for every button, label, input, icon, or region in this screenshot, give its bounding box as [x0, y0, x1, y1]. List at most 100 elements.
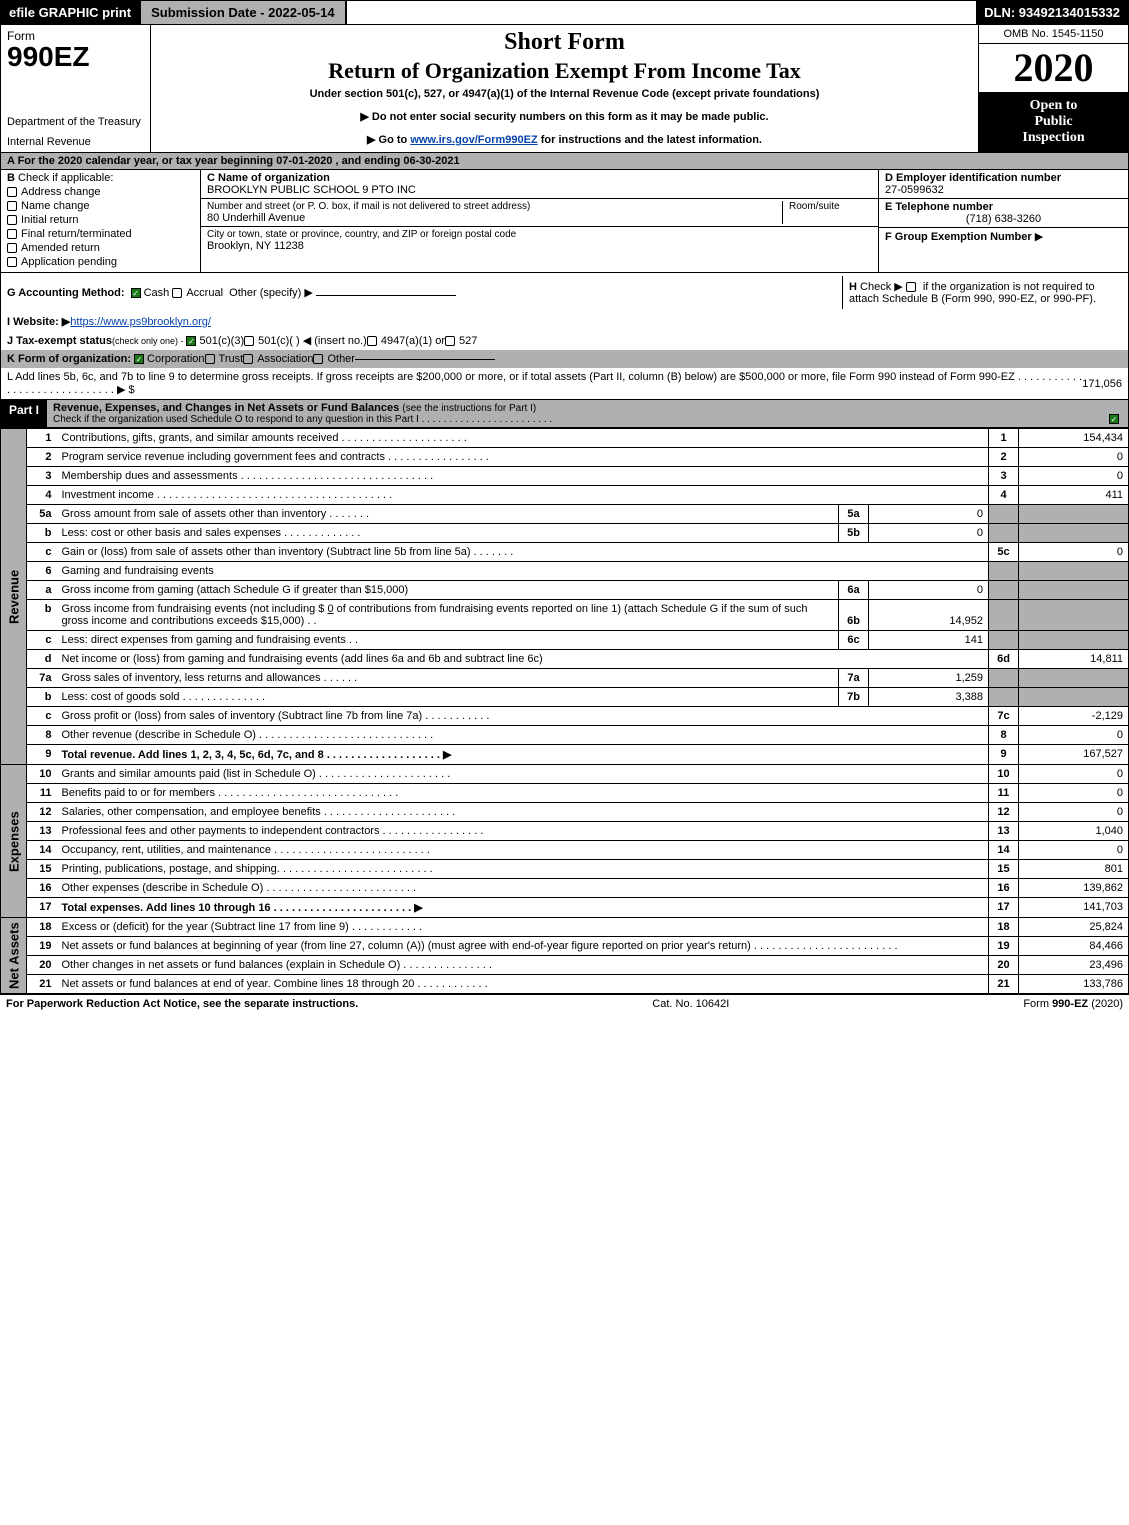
table-row: b Less: cost of goods sold . . . . . . .… [1, 688, 1129, 707]
checkbox-icon[interactable] [906, 282, 916, 292]
omb-number: OMB No. 1545-1150 [979, 25, 1128, 44]
check-if-label: Check if applicable: [18, 172, 113, 184]
line-desc: Other changes in net assets or fund bala… [57, 956, 989, 975]
expenses-side-label: Expenses [1, 765, 27, 918]
address-row: Number and street (or P. O. box, if mail… [201, 199, 878, 227]
g-other: Other (specify) ▶ [229, 287, 313, 299]
street-address: 80 Underhill Avenue [207, 212, 782, 224]
city-label: City or town, state or province, country… [207, 229, 872, 240]
line-num: 15 [27, 860, 57, 879]
checkbox-icon[interactable] [205, 354, 215, 364]
sub-ref: 6a [839, 581, 869, 600]
line-val: 141,703 [1019, 898, 1129, 918]
k-other-blank[interactable] [355, 359, 495, 360]
line-desc: Gross profit or (loss) from sales of inv… [57, 707, 989, 726]
line-val: 411 [1019, 486, 1129, 505]
line-num: 6 [27, 562, 57, 581]
line-ref: 8 [989, 726, 1019, 745]
chk-label: Amended return [21, 242, 100, 254]
line-num: b [27, 524, 57, 543]
checkbox-icon[interactable] [7, 201, 17, 211]
dln-label: DLN: 93492134015332 [976, 1, 1128, 24]
checkbox-icon[interactable] [7, 215, 17, 225]
sub-ref: 5a [839, 505, 869, 524]
line-val: 0 [1019, 726, 1129, 745]
goto-pre: ▶ Go to [367, 134, 410, 146]
table-row: Net Assets 18 Excess or (deficit) for th… [1, 918, 1129, 937]
line-ref: 21 [989, 975, 1019, 994]
open-public-inspection: Open to Public Inspection [979, 92, 1128, 152]
table-row: 12 Salaries, other compensation, and emp… [1, 803, 1129, 822]
line-desc: Printing, publications, postage, and shi… [57, 860, 989, 879]
line-ref: 18 [989, 918, 1019, 937]
checkbox-icon[interactable] [244, 336, 254, 346]
line-num: c [27, 707, 57, 726]
chk-app-pending: Application pending [7, 256, 194, 268]
part1-title-cell: Revenue, Expenses, and Changes in Net As… [47, 400, 1128, 427]
table-row: c Less: direct expenses from gaming and … [1, 631, 1129, 650]
line-ref: 7c [989, 707, 1019, 726]
total-rev-desc: Total revenue. Add lines 1, 2, 3, 4, 5c,… [62, 749, 452, 761]
chk-label: Name change [21, 200, 90, 212]
grey-cell [989, 600, 1019, 631]
grey-cell [989, 581, 1019, 600]
line-val: 0 [1019, 784, 1129, 803]
line-desc: Gross amount from sale of assets other t… [57, 505, 839, 524]
j-501c: 501(c)( ) ◀ (insert no.) [258, 334, 367, 347]
checkbox-icon[interactable] [313, 354, 323, 364]
line-num: 18 [27, 918, 57, 937]
line-desc: Gross income from fundraising events (no… [57, 600, 839, 631]
line-val: 14,811 [1019, 650, 1129, 669]
table-row: 5a Gross amount from sale of assets othe… [1, 505, 1129, 524]
section-c: C Name of organization BROOKLYN PUBLIC S… [201, 170, 878, 272]
line-desc: Salaries, other compensation, and employ… [57, 803, 989, 822]
table-row: 9 Total revenue. Add lines 1, 2, 3, 4, 5… [1, 745, 1129, 765]
checkbox-icon[interactable] [243, 354, 253, 364]
e-label: E Telephone number [885, 201, 1122, 213]
line-desc: Professional fees and other payments to … [57, 822, 989, 841]
checkbox-icon[interactable] [172, 288, 182, 298]
line-ref: 13 [989, 822, 1019, 841]
header-right: OMB No. 1545-1150 2020 Open to Public In… [978, 25, 1128, 152]
chk-label: Final return/terminated [21, 228, 132, 240]
line-num: a [27, 581, 57, 600]
sub-val: 14,952 [869, 600, 989, 631]
footer-left: For Paperwork Reduction Act Notice, see … [6, 998, 358, 1010]
open-to: Open to [981, 98, 1126, 114]
checkbox-icon[interactable] [7, 257, 17, 267]
line-ref: 10 [989, 765, 1019, 784]
line-ref: 5c [989, 543, 1019, 562]
line-desc: Gaming and fundraising events [57, 562, 989, 581]
checkbox-icon[interactable] [7, 187, 17, 197]
table-row: c Gross profit or (loss) from sales of i… [1, 707, 1129, 726]
line-num: 2 [27, 448, 57, 467]
line-num: 1 [27, 429, 57, 448]
c-label: C Name of organization [207, 172, 872, 184]
inspection: Inspection [981, 130, 1126, 146]
line-ref: 3 [989, 467, 1019, 486]
revenue-side-label: Revenue [1, 429, 27, 765]
checkbox-icon[interactable] [7, 229, 17, 239]
sub-val: 0 [869, 505, 989, 524]
line-desc: Less: direct expenses from gaming and fu… [57, 631, 839, 650]
line-num: 7a [27, 669, 57, 688]
netassets-side-label: Net Assets [1, 918, 27, 994]
g-other-blank[interactable] [316, 295, 456, 296]
line-val: -2,129 [1019, 707, 1129, 726]
line-num: b [27, 688, 57, 707]
checkbox-icon[interactable] [7, 243, 17, 253]
meta-gh: G Accounting Method: ✓Cash Accrual Other… [0, 273, 1129, 400]
j-501c3: 501(c)(3) [199, 335, 244, 347]
website-link[interactable]: https://www.ps9brooklyn.org/ [70, 316, 211, 328]
grey-cell [1019, 581, 1129, 600]
line-num: 12 [27, 803, 57, 822]
line-val: 0 [1019, 467, 1129, 486]
table-row: d Net income or (loss) from gaming and f… [1, 650, 1129, 669]
info-block: B Check if applicable: Address change Na… [0, 170, 1129, 273]
line-val: 0 [1019, 448, 1129, 467]
j-4947: 4947(a)(1) or [381, 335, 445, 347]
org-name: BROOKLYN PUBLIC SCHOOL 9 PTO INC [207, 184, 872, 196]
checkbox-icon[interactable] [445, 336, 455, 346]
checkbox-icon[interactable] [367, 336, 377, 346]
irs-link[interactable]: www.irs.gov/Form990EZ [410, 134, 537, 146]
